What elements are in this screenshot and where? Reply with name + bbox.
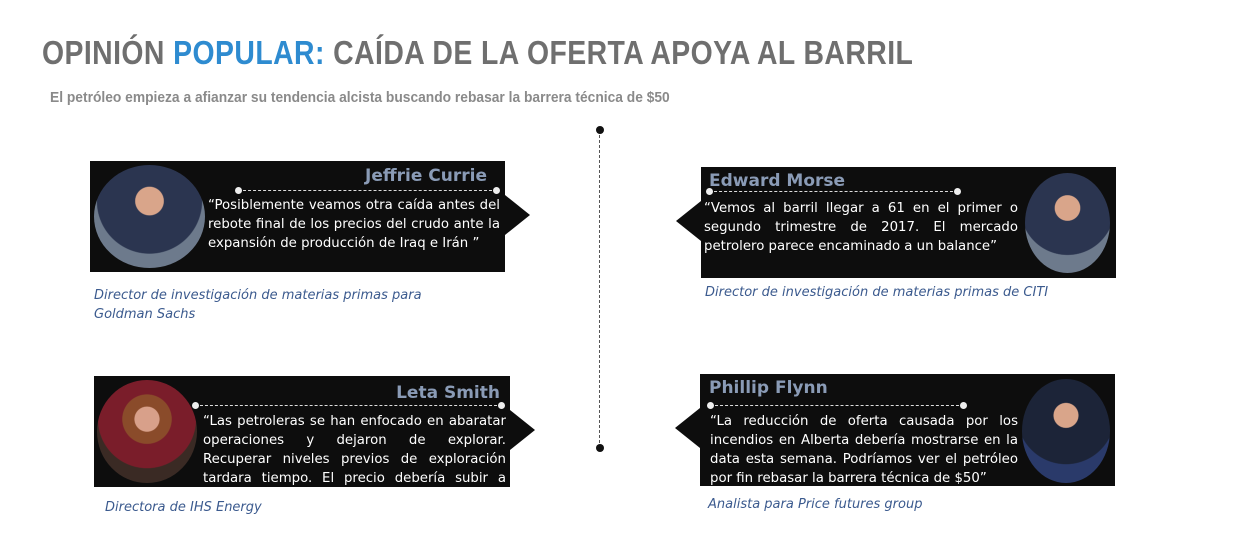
- title-part2: CAÍDA DE LA OFERTA APOYA AL BARRIL: [324, 34, 914, 71]
- divider: [706, 187, 961, 195]
- quote-text: “Posiblemente veamos otra caída antes de…: [208, 198, 500, 251]
- pointer-arrow: [676, 201, 701, 241]
- quote-text: “Vemos al barril llegar a 61 en el prime…: [704, 201, 1018, 254]
- speaker-caption: Director de investigación de materias pr…: [94, 288, 422, 322]
- avatar: [97, 380, 197, 483]
- avatar: [1025, 173, 1110, 273]
- page-subtitle: El petróleo empieza a afianzar su tenden…: [50, 89, 670, 106]
- speaker-name: Edward Morse: [709, 171, 846, 191]
- speaker-name: Phillip Flynn: [709, 378, 828, 398]
- title-highlight: POPULAR:: [173, 34, 325, 71]
- speaker-caption: Director de investigación de materias pr…: [705, 285, 1049, 300]
- speaker-caption: Directora de IHS Energy: [105, 500, 262, 515]
- opinion-card-edward-morse: Edward Morse “Vemos al barril llegar a 6…: [676, 167, 1116, 278]
- opinion-card-phillip-flynn: Phillip Flynn “La reducción de oferta ca…: [675, 374, 1115, 486]
- timeline-line: [599, 130, 600, 448]
- quote-text: “La reducción de oferta causada por los …: [710, 414, 1018, 486]
- speaker-caption: Analista para Price futures group: [708, 497, 923, 512]
- speaker-name: Jeffrie Currie: [365, 166, 487, 186]
- opinion-card-jeffrie-currie: Jeffrie Currie “Posiblemente veamos otra…: [90, 161, 530, 272]
- pointer-arrow: [675, 408, 700, 448]
- opinion-card-leta-smith: Leta Smith “Las petroleras se han enfoca…: [94, 376, 535, 505]
- title-part1: OPINIÓN: [42, 34, 174, 71]
- quote-text: “Las petroleras se han enfocado en abara…: [203, 414, 506, 505]
- divider: [707, 401, 967, 409]
- speaker-name: Leta Smith: [396, 383, 500, 403]
- timeline-dot-bottom: [596, 444, 604, 452]
- page-title: OPINIÓN POPULAR: CAÍDA DE LA OFERTA APOY…: [42, 34, 913, 72]
- pointer-arrow: [510, 410, 535, 450]
- divider: [192, 401, 505, 409]
- avatar: [94, 165, 205, 268]
- timeline-dot-top: [596, 126, 604, 134]
- divider: [235, 186, 500, 194]
- pointer-arrow: [505, 195, 530, 235]
- avatar: [1022, 379, 1110, 483]
